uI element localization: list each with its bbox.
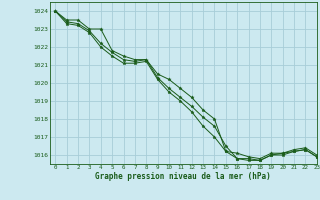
- X-axis label: Graphe pression niveau de la mer (hPa): Graphe pression niveau de la mer (hPa): [95, 172, 271, 181]
